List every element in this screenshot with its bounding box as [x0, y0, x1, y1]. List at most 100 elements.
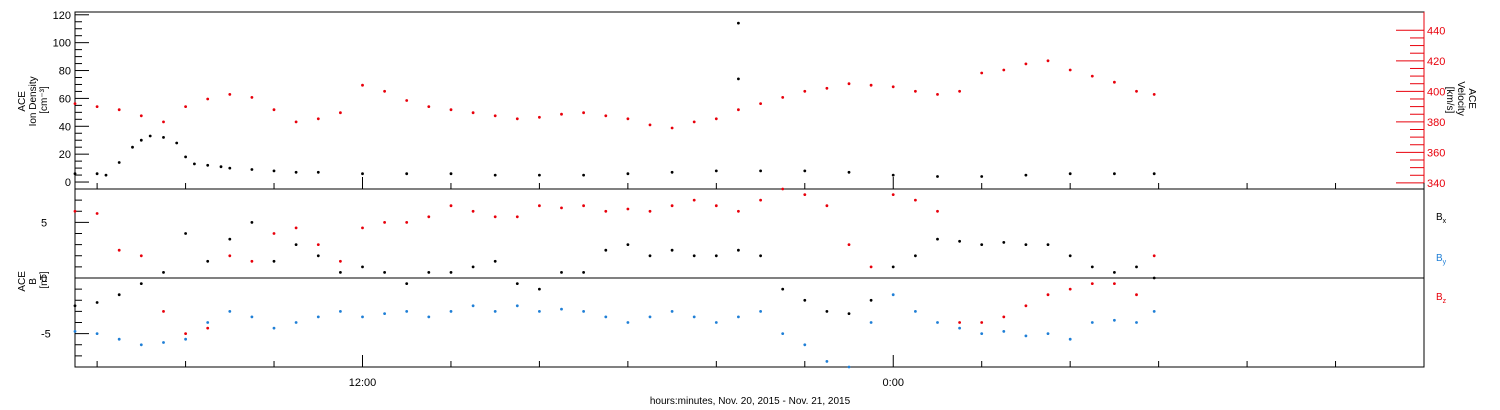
- by-point: [781, 332, 785, 335]
- bx-point: [73, 304, 77, 308]
- bx-point: [958, 239, 961, 243]
- velocity-tick-label: 340: [1427, 178, 1445, 190]
- density-axis-title: ACE Ion Density [cm⁻³]: [17, 74, 50, 127]
- b-field-tick-label: -5: [41, 329, 51, 341]
- data-point: [1024, 62, 1028, 66]
- time-axis: 12:00 0:00: [96, 177, 1425, 389]
- data-point: [958, 89, 961, 93]
- bz-point: [162, 310, 165, 313]
- bz-point: [604, 209, 608, 213]
- b-field-axis-title: ACE B [nT]: [17, 268, 50, 291]
- bz-point: [493, 215, 497, 219]
- by-point: [869, 321, 873, 324]
- bx-point: [980, 243, 984, 247]
- density-tick-label: 60: [59, 93, 71, 105]
- data-point: [339, 111, 342, 115]
- data-point: [405, 172, 409, 176]
- by-point: [737, 315, 740, 319]
- data-point: [670, 126, 674, 130]
- bx-point: [847, 312, 851, 315]
- legend-entry-bx: Bx: [1436, 212, 1447, 225]
- bz-point: [825, 204, 829, 208]
- bx-point: [936, 237, 939, 241]
- bz-point: [560, 206, 563, 210]
- data-point: [737, 77, 740, 81]
- by-point: [825, 360, 829, 363]
- by-point: [759, 310, 762, 313]
- by-point: [1152, 310, 1156, 313]
- data-point: [361, 83, 364, 87]
- bx-point: [781, 287, 785, 291]
- bz-point: [1002, 315, 1006, 319]
- by-point: [1113, 318, 1116, 322]
- data-point: [139, 138, 143, 142]
- data-point: [219, 165, 223, 169]
- bx-point: [361, 265, 364, 269]
- by-point: [958, 326, 961, 330]
- bz-point: [1135, 293, 1138, 297]
- bx-point: [316, 254, 320, 258]
- bz-point: [515, 215, 519, 219]
- bz-point: [692, 198, 696, 202]
- by-point: [383, 312, 386, 315]
- data-point: [538, 173, 541, 177]
- data-point: [95, 105, 99, 108]
- bz-point: [339, 259, 342, 263]
- by-point: [803, 343, 807, 347]
- data-point: [493, 114, 497, 118]
- by-point: [162, 341, 165, 344]
- b-component-legend: Bx By Bz: [1436, 212, 1447, 305]
- data-point: [162, 120, 165, 124]
- data-point: [714, 117, 718, 121]
- data-point: [1024, 173, 1028, 177]
- data-point: [131, 145, 134, 149]
- bz-point: [737, 209, 740, 213]
- bz-point: [980, 321, 984, 324]
- by-point: [206, 321, 210, 324]
- bx-point: [294, 243, 298, 247]
- bz-point: [1068, 287, 1072, 291]
- data-point: [980, 71, 984, 75]
- bz-point: [206, 326, 210, 330]
- b-field-tick-label: 0: [41, 273, 47, 285]
- bx-point: [1024, 243, 1028, 247]
- data-point: [316, 117, 320, 121]
- by-point: [582, 310, 585, 313]
- data-point: [714, 169, 718, 173]
- data-point: [1152, 172, 1156, 176]
- bz-point: [847, 243, 851, 247]
- bz-point: [73, 209, 77, 213]
- bz-point: [250, 259, 254, 263]
- data-point: [139, 114, 143, 118]
- bx-point: [670, 248, 674, 252]
- bx-point: [405, 282, 409, 285]
- bx-point: [759, 254, 762, 258]
- data-point: [737, 108, 740, 112]
- bx-point: [339, 271, 342, 274]
- data-point: [803, 89, 807, 93]
- data-point: [759, 169, 762, 173]
- data-point: [869, 83, 873, 87]
- data-point: [162, 136, 165, 139]
- data-point: [803, 169, 807, 173]
- bz-point: [316, 243, 320, 247]
- by-point: [228, 310, 232, 313]
- by-point: [626, 321, 630, 324]
- by-point: [73, 330, 77, 333]
- data-point: [980, 175, 984, 178]
- b-field-tick-label: 5: [41, 217, 47, 229]
- data-point: [228, 166, 232, 170]
- data-point: [781, 96, 785, 99]
- data-point: [228, 93, 232, 96]
- data-point: [538, 115, 541, 119]
- bz-point: [626, 207, 630, 211]
- bz-point: [427, 215, 431, 219]
- data-point: [449, 172, 453, 176]
- by-point: [1024, 334, 1028, 338]
- data-point: [73, 102, 77, 105]
- bx-point: [139, 282, 143, 285]
- data-point: [206, 163, 210, 167]
- density-tick-label: 20: [59, 149, 71, 161]
- by-point: [936, 321, 939, 324]
- data-point: [316, 170, 320, 174]
